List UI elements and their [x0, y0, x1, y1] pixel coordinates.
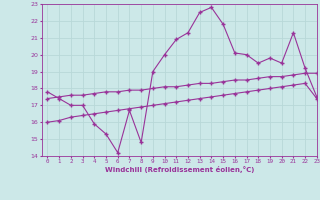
X-axis label: Windchill (Refroidissement éolien,°C): Windchill (Refroidissement éolien,°C) — [105, 166, 254, 173]
